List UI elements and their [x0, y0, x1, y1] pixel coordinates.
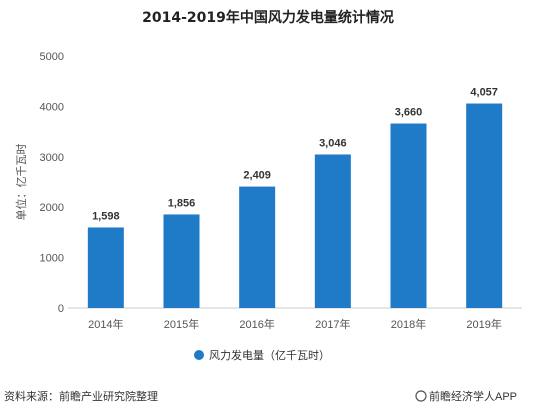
y-tick-label: 2000 [40, 202, 64, 214]
data-label: 3,660 [395, 107, 423, 119]
y-tick-label: 4000 [40, 101, 64, 113]
data-label: 1,598 [92, 210, 120, 222]
bar [466, 103, 503, 309]
bar [314, 154, 351, 308]
y-tick-label: 5000 [40, 51, 64, 63]
y-axis-label: 单位：亿千瓦时 [14, 144, 28, 221]
x-tick-label: 2019年 [466, 317, 501, 331]
brand-logo-icon [415, 390, 427, 402]
footer-source: 资料来源：前瞻产业研究院整理 [4, 389, 158, 403]
bar-group [87, 103, 503, 309]
data-label: 4,057 [470, 87, 498, 99]
footer-brand: 前瞻经济学人APP [415, 389, 517, 403]
legend-swatch-icon [194, 350, 204, 360]
x-tick-label: 2014年 [88, 317, 123, 331]
legend: 风力发电量（亿千瓦时） [194, 348, 330, 362]
chart-title: 2014-2019年中国风力发电量统计情况 [142, 9, 394, 26]
legend-label: 风力发电量（亿千瓦时） [209, 348, 330, 362]
y-tick-label: 0 [58, 303, 64, 315]
bar [390, 123, 427, 308]
y-tick-label: 1000 [40, 253, 64, 265]
x-tick-label: 2015年 [164, 317, 199, 331]
x-axis-ticks: 2014年 2015年 2016年 2017年 2018年 2019年 [88, 317, 502, 331]
bar [87, 227, 124, 308]
footer-brand-label: 前瞻经济学人APP [429, 389, 517, 403]
data-label: 2,409 [243, 170, 271, 182]
bar [239, 186, 276, 308]
y-tick-label: 3000 [40, 152, 64, 164]
bar [163, 214, 200, 308]
data-label: 1,856 [168, 197, 196, 209]
y-axis-ticks: 0 1000 2000 3000 4000 5000 [40, 51, 64, 315]
data-label: 3,046 [319, 137, 347, 149]
data-label-group: 1,598 1,856 2,409 3,046 3,660 4,057 [92, 87, 498, 223]
x-tick-label: 2017年 [315, 317, 350, 331]
x-tick-label: 2016年 [239, 317, 274, 331]
x-tick-label: 2018年 [391, 317, 426, 331]
